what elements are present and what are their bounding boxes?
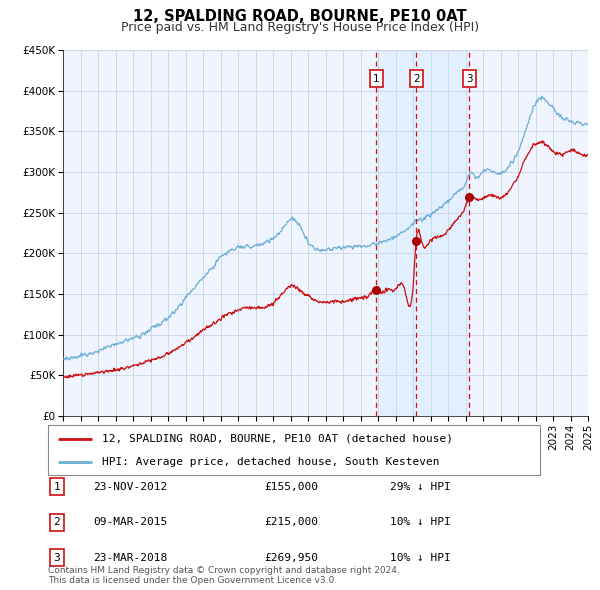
Bar <box>376 50 469 416</box>
Text: 10% ↓ HPI: 10% ↓ HPI <box>390 553 451 562</box>
Text: 12, SPALDING ROAD, BOURNE, PE10 0AT: 12, SPALDING ROAD, BOURNE, PE10 0AT <box>133 9 467 24</box>
Text: Price paid vs. HM Land Registry's House Price Index (HPI): Price paid vs. HM Land Registry's House … <box>121 21 479 34</box>
Text: 3: 3 <box>466 74 473 84</box>
Text: £155,000: £155,000 <box>264 482 318 491</box>
Text: £215,000: £215,000 <box>264 517 318 527</box>
Text: 09-MAR-2015: 09-MAR-2015 <box>93 517 167 527</box>
Text: 1: 1 <box>53 482 61 491</box>
Text: Contains HM Land Registry data © Crown copyright and database right 2024.
This d: Contains HM Land Registry data © Crown c… <box>48 566 400 585</box>
Text: HPI: Average price, detached house, South Kesteven: HPI: Average price, detached house, Sout… <box>102 457 440 467</box>
Text: 2: 2 <box>53 517 61 527</box>
Text: 29% ↓ HPI: 29% ↓ HPI <box>390 482 451 491</box>
Text: 12, SPALDING ROAD, BOURNE, PE10 0AT (detached house): 12, SPALDING ROAD, BOURNE, PE10 0AT (det… <box>102 434 453 444</box>
Text: 3: 3 <box>53 553 61 562</box>
Text: £269,950: £269,950 <box>264 553 318 562</box>
Text: 23-NOV-2012: 23-NOV-2012 <box>93 482 167 491</box>
Text: 10% ↓ HPI: 10% ↓ HPI <box>390 517 451 527</box>
Text: 2: 2 <box>413 74 419 84</box>
Text: 23-MAR-2018: 23-MAR-2018 <box>93 553 167 562</box>
Text: 1: 1 <box>373 74 380 84</box>
